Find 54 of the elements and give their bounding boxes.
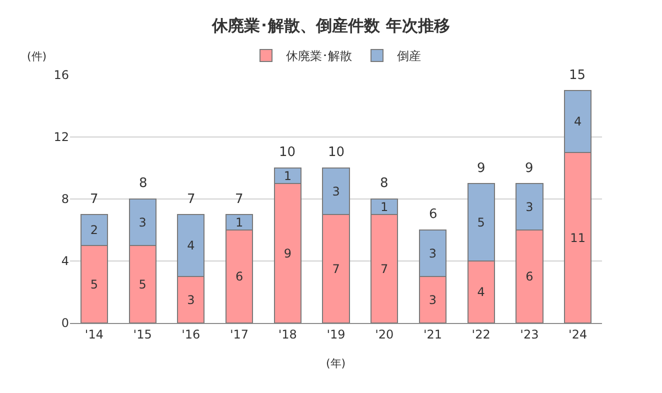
total-label: 6 xyxy=(429,207,438,222)
y-tick-label: 12 xyxy=(54,130,69,144)
total-label: 8 xyxy=(380,176,388,191)
total-label: 9 xyxy=(477,161,486,176)
x-tick-label: '18 xyxy=(278,327,297,342)
data-label: 6 xyxy=(526,270,534,284)
total-label: 10 xyxy=(279,145,296,160)
data-label: 5 xyxy=(90,277,98,292)
x-tick-label: '20 xyxy=(375,327,394,342)
y-tick-label: 0 xyxy=(61,316,69,330)
data-label: 6 xyxy=(235,270,244,284)
data-label: 1 xyxy=(235,215,244,230)
x-axis-title: (年) xyxy=(326,357,346,370)
y-tick-label: 16 xyxy=(54,68,69,82)
data-label: 4 xyxy=(477,285,485,299)
legend-label: 倒産 xyxy=(397,49,421,64)
x-tick-label: '16 xyxy=(182,327,200,342)
data-label: 3 xyxy=(428,246,437,260)
x-tick-label: '15 xyxy=(133,327,152,342)
data-label: 1 xyxy=(380,200,388,214)
data-label: 5 xyxy=(138,277,146,292)
data-label: 4 xyxy=(187,238,195,252)
chart-title: 休廃業･解散、倒産件数 年次推移 xyxy=(211,16,450,35)
data-label: 3 xyxy=(187,292,195,307)
total-label: 8 xyxy=(139,176,148,191)
y-tick-label: 4 xyxy=(61,254,69,268)
data-label: 5 xyxy=(477,215,485,230)
total-label: 15 xyxy=(569,68,586,83)
data-label: 11 xyxy=(570,230,586,245)
data-label: 2 xyxy=(90,223,98,237)
data-label: 7 xyxy=(380,262,388,276)
y-axis-title: (件) xyxy=(27,50,47,63)
x-tick-label: '21 xyxy=(423,327,442,342)
legend-label: 休廃業･解散 xyxy=(286,49,352,64)
x-tick-label: '24 xyxy=(568,327,588,342)
total-label: 7 xyxy=(187,192,196,207)
x-tick-label: '22 xyxy=(472,327,490,342)
data-label: 9 xyxy=(284,246,292,260)
x-tick-label: '19 xyxy=(326,327,346,342)
x-tick-label: '23 xyxy=(520,327,539,342)
x-tick-label: '17 xyxy=(230,327,249,342)
x-tick-label: '14 xyxy=(84,327,104,342)
total-label: 9 xyxy=(525,161,534,176)
data-label: 7 xyxy=(332,262,340,276)
data-label: 3 xyxy=(526,200,534,214)
data-label: 3 xyxy=(138,215,146,230)
total-label: 10 xyxy=(328,145,345,160)
data-label: 4 xyxy=(574,114,582,128)
data-label: 3 xyxy=(428,292,437,307)
data-label: 1 xyxy=(284,168,292,183)
total-label: 7 xyxy=(235,192,244,207)
y-tick-label: 8 xyxy=(61,192,69,206)
data-label: 3 xyxy=(332,184,340,198)
total-label: 7 xyxy=(90,192,98,207)
